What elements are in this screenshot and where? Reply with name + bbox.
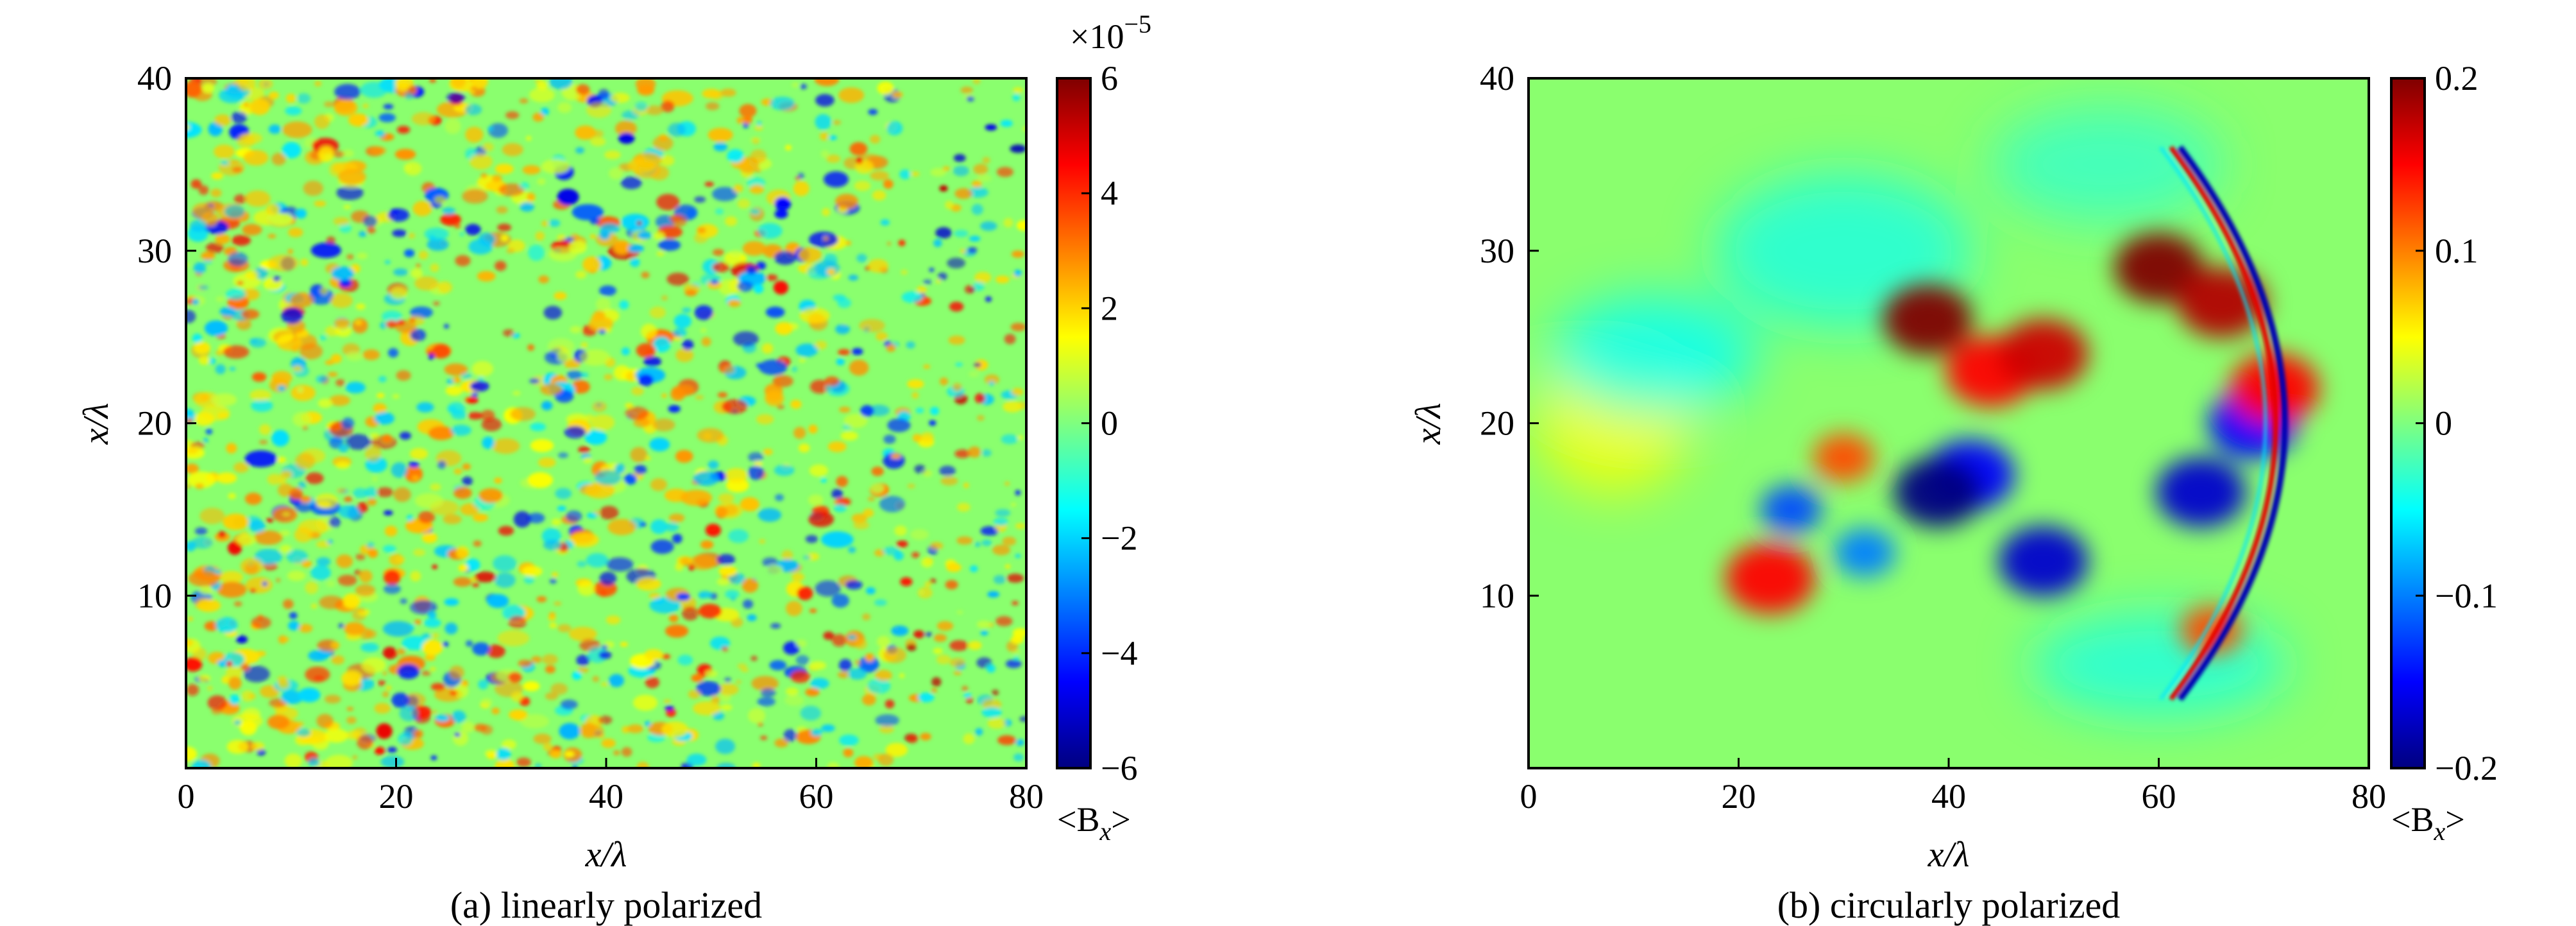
yaxis-label-b: x/λ (1409, 403, 1448, 445)
background-wave (1990, 107, 2222, 223)
colorbar-tick-label: 0 (2435, 404, 2452, 443)
heatmap-feature (2114, 232, 2204, 304)
x-tick-label: 20 (1722, 777, 1756, 816)
y-tick-label: 10 (137, 576, 172, 615)
y-tick-label: 40 (137, 59, 172, 98)
colorbar-tick-label: 0.2 (2435, 59, 2479, 98)
colorbar-tick-label: 6 (1101, 59, 1118, 98)
xaxis-label-a: x/λ (585, 835, 627, 875)
colorbar-multiplier-a: ×10−5 (1070, 10, 1151, 56)
wave-front-arc (2177, 145, 2289, 701)
colorbar-tick-label: 0.1 (2435, 232, 2479, 270)
colorbar-tick-label: −4 (1101, 634, 1137, 673)
heatmap-feature (1998, 526, 2089, 597)
xaxis-label-b: x/λ (1928, 835, 1970, 875)
colorbar-tick-label: 4 (1101, 174, 1118, 212)
heatmap-b (1536, 107, 2319, 716)
heatmap-feature (2180, 606, 2242, 655)
panel-b: 0 20 40 60 80 10 20 30 40 x/λ x/λ (b) circularly… (1409, 59, 2498, 926)
x-tick-label: 60 (799, 777, 834, 816)
colorbar-tick-label: −6 (1101, 749, 1137, 787)
heatmap-feature (2176, 267, 2267, 338)
caption-a: (a) linearly polarized (450, 884, 762, 926)
colorbar-tick-label: 0 (1101, 404, 1118, 443)
colorbar-label-b: <Bx> (2391, 800, 2465, 846)
x-tick-label: 0 (1520, 777, 1538, 816)
heatmap-feature (1813, 433, 1875, 483)
heatmap-feature (1893, 457, 1983, 527)
wave-front-ripple (2158, 146, 2268, 701)
heatmap-feature (2156, 457, 2246, 527)
colorbar-ticks-b: −0.2 −0.1 0 0.1 0.2 (2416, 59, 2498, 787)
heatmap-feature (1760, 484, 1822, 534)
caption-b: (b) circularly polarized (1777, 884, 2121, 926)
background-wave (2030, 613, 2287, 716)
colorbar-label-a: <Bx> (1057, 800, 1131, 846)
colorbar-ticks-a: −6 −4 −2 0 2 4 6 (1081, 59, 1137, 787)
wave-front-arc-inner (2169, 146, 2279, 701)
x-tick-label: 0 (178, 777, 195, 816)
x-tick-label: 60 (2142, 777, 2176, 816)
y-tick-label: 30 (137, 232, 172, 270)
x-tick-label: 40 (589, 777, 623, 816)
colorbar-tick-label: −2 (1101, 519, 1137, 558)
x-tick-label: 80 (1009, 777, 1044, 816)
heatmap-feature (1998, 319, 2089, 390)
heatmap-feature (1883, 284, 1973, 356)
colorbar-tick-label: −0.1 (2435, 576, 2498, 615)
axis-ticks-a: 0 20 40 60 80 10 20 30 40 (137, 59, 1044, 816)
background-wave (1552, 296, 1758, 412)
colorbar-tick-label: −0.2 (2435, 749, 2498, 787)
heatmap-speckle-a (186, 78, 1026, 768)
axis-ticks-b: 0 20 40 60 80 10 20 30 40 (1480, 59, 2386, 816)
y-tick-label: 20 (1480, 404, 1514, 443)
y-tick-label: 20 (137, 404, 172, 443)
y-tick-label: 40 (1480, 59, 1514, 98)
heatmap-feature (1834, 528, 1895, 578)
yaxis-label-a: x/λ (76, 403, 116, 445)
x-tick-label: 20 (379, 777, 414, 816)
y-tick-label: 30 (1480, 232, 1514, 270)
y-tick-label: 10 (1480, 576, 1514, 615)
x-tick-label: 40 (1931, 777, 1966, 816)
heatmap-feature (1725, 543, 1815, 614)
x-tick-label: 80 (2351, 777, 2386, 816)
colorbar-tick-label: 2 (1101, 289, 1118, 327)
